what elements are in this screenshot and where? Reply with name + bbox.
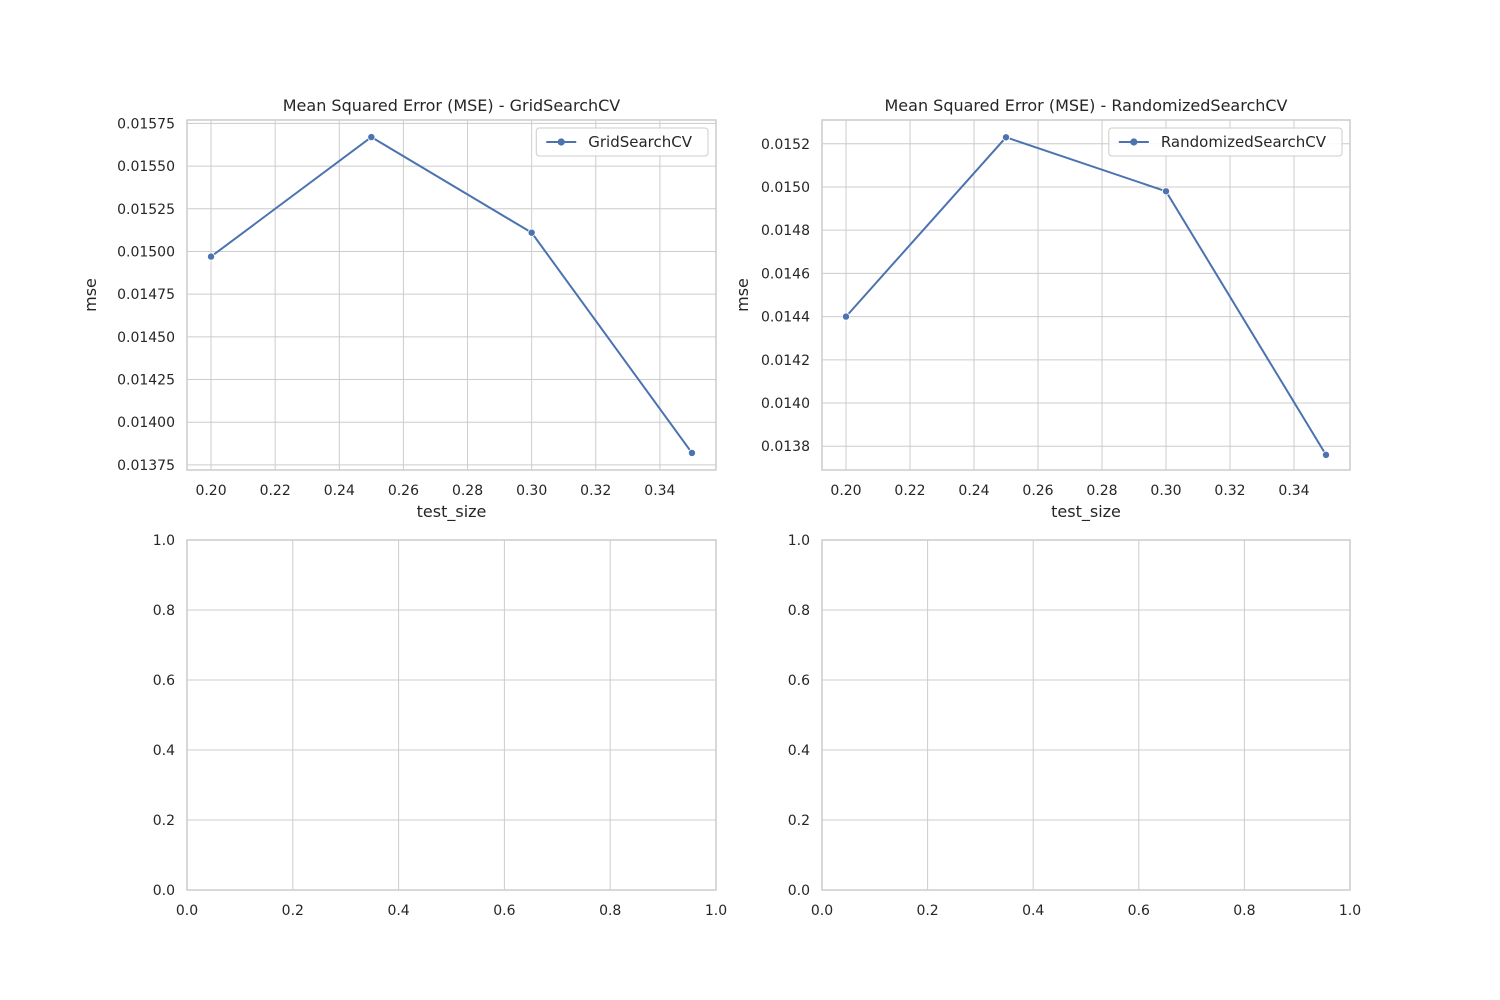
legend-swatch-marker: [1130, 138, 1138, 146]
y-tick-label: 0.2: [788, 813, 810, 829]
data-point: [687, 448, 696, 457]
x-tick-label: 1.0: [705, 903, 727, 919]
x-tick-label: 0.32: [580, 483, 611, 499]
legend-box: [1108, 127, 1343, 157]
x-tick-label: 0.30: [516, 483, 547, 499]
data-point: [1162, 187, 1171, 196]
y-tick-label: 0.0140: [761, 396, 810, 412]
data-point: [842, 312, 851, 321]
y-tick-label: 0.0152: [761, 137, 810, 153]
axes-frame: [821, 539, 1351, 891]
y-tick-label: 0.2: [153, 813, 175, 829]
legend: GridSearchCV: [535, 127, 709, 157]
legend-label: GridSearchCV: [588, 133, 692, 151]
y-tick-label: 0.01575: [117, 116, 175, 132]
x-tick-label: 0.26: [388, 483, 419, 499]
axes-frame: [186, 539, 717, 891]
y-tick-label: 0.01550: [117, 159, 175, 175]
y-tick-label: 0.0150: [761, 180, 810, 196]
x-tick-label: 1.0: [1339, 903, 1361, 919]
x-axis-label: test_size: [1051, 502, 1121, 522]
y-axis-label: mse: [733, 278, 752, 312]
y-tick-label: 0.0148: [761, 223, 810, 239]
chart-panel-1: 0.20 0.22 0.24 0.26 0.28 0.30 0.32 0.34 0.01375 0…: [81, 96, 717, 522]
y-tick-label: 0.6: [153, 673, 175, 689]
y-tick-label: 0.0138: [761, 439, 810, 455]
y-axis-label: mse: [81, 278, 100, 312]
y-tick-label: 0.01450: [117, 330, 175, 346]
y-tick-label: 0.4: [788, 743, 810, 759]
y-tick-label: 0.0144: [761, 310, 810, 326]
x-tick-label: 0.30: [1150, 483, 1181, 499]
plot-area: [822, 120, 1350, 470]
x-tick-label: 0.8: [599, 903, 621, 919]
x-tick-label: 0.8: [1233, 903, 1255, 919]
data-point: [367, 133, 376, 142]
series-line: [845, 136, 1327, 456]
y-tick-label: 1.0: [788, 533, 810, 549]
legend-label: RandomizedSearchCV: [1161, 133, 1327, 151]
y-tick-label: 0.0142: [761, 353, 810, 369]
plot-area: [187, 540, 716, 890]
x-axis-label: test_size: [417, 502, 487, 522]
series-line: [210, 135, 693, 454]
x-tick-label: 0.24: [958, 483, 989, 499]
chart-title: Mean Squared Error (MSE) - GridSearchCV: [283, 96, 621, 115]
x-tick-label: 0.28: [1086, 483, 1117, 499]
chart-panel-2: 0.20 0.22 0.24 0.26 0.28 0.30 0.32 0.34 0.0138 0.…: [733, 96, 1351, 522]
x-tick-label: 0.2: [282, 903, 304, 919]
x-tick-label: 0.28: [452, 483, 483, 499]
x-tick-label: 0.0: [176, 903, 198, 919]
y-tick-label: 0.4: [153, 743, 175, 759]
y-tick-label: 0.0146: [761, 266, 810, 282]
x-tick-label: 0.20: [195, 483, 226, 499]
y-tick-label: 0.01425: [117, 373, 175, 389]
y-tick-label: 1.0: [153, 533, 175, 549]
x-tick-label: 0.24: [324, 483, 355, 499]
data-point: [207, 252, 216, 261]
x-tick-label: 0.34: [644, 483, 675, 499]
chart-title: Mean Squared Error (MSE) - RandomizedSea…: [884, 96, 1287, 115]
y-tick-label: 0.0: [153, 883, 175, 899]
legend: RandomizedSearchCV: [1108, 127, 1343, 157]
legend-swatch-marker: [557, 138, 565, 146]
plot-area: [187, 120, 716, 470]
x-tick-label: 0.4: [387, 903, 409, 919]
x-tick-label: 0.26: [1022, 483, 1053, 499]
axes-frame: [186, 119, 717, 471]
y-tick-label: 0.8: [153, 603, 175, 619]
y-tick-label: 0.0: [788, 883, 810, 899]
x-tick-label: 0.32: [1214, 483, 1245, 499]
y-tick-label: 0.01525: [117, 202, 175, 218]
x-tick-label: 0.6: [1128, 903, 1150, 919]
x-tick-label: 0.6: [493, 903, 515, 919]
data-point: [527, 228, 536, 237]
y-tick-label: 0.6: [788, 673, 810, 689]
chart-panel-3: 0.0 0.2 0.4 0.6 0.8 1.0 0.0 0.2 0.4 0.6 0.8 1.0: [153, 533, 727, 919]
chart-panel-4: 0.0 0.2 0.4 0.6 0.8 1.0 0.0 0.2 0.4 0.6 0.8 1.0: [788, 533, 1361, 919]
y-tick-label: 0.01400: [117, 415, 175, 431]
x-tick-label: 0.22: [894, 483, 925, 499]
x-tick-label: 0.20: [830, 483, 861, 499]
y-tick-label: 0.01375: [117, 458, 175, 474]
axes-frame: [821, 119, 1351, 471]
y-tick-label: 0.01475: [117, 287, 175, 303]
x-tick-label: 0.2: [916, 903, 938, 919]
plot-area: [822, 540, 1350, 890]
y-tick-label: 0.8: [788, 603, 810, 619]
y-tick-label: 0.01500: [117, 244, 175, 260]
x-tick-label: 0.4: [1022, 903, 1044, 919]
x-tick-label: 0.34: [1278, 483, 1309, 499]
data-point: [1002, 133, 1011, 142]
data-point: [1322, 450, 1331, 459]
legend-box: [535, 127, 709, 157]
x-tick-label: 0.22: [260, 483, 291, 499]
x-tick-label: 0.0: [811, 903, 833, 919]
